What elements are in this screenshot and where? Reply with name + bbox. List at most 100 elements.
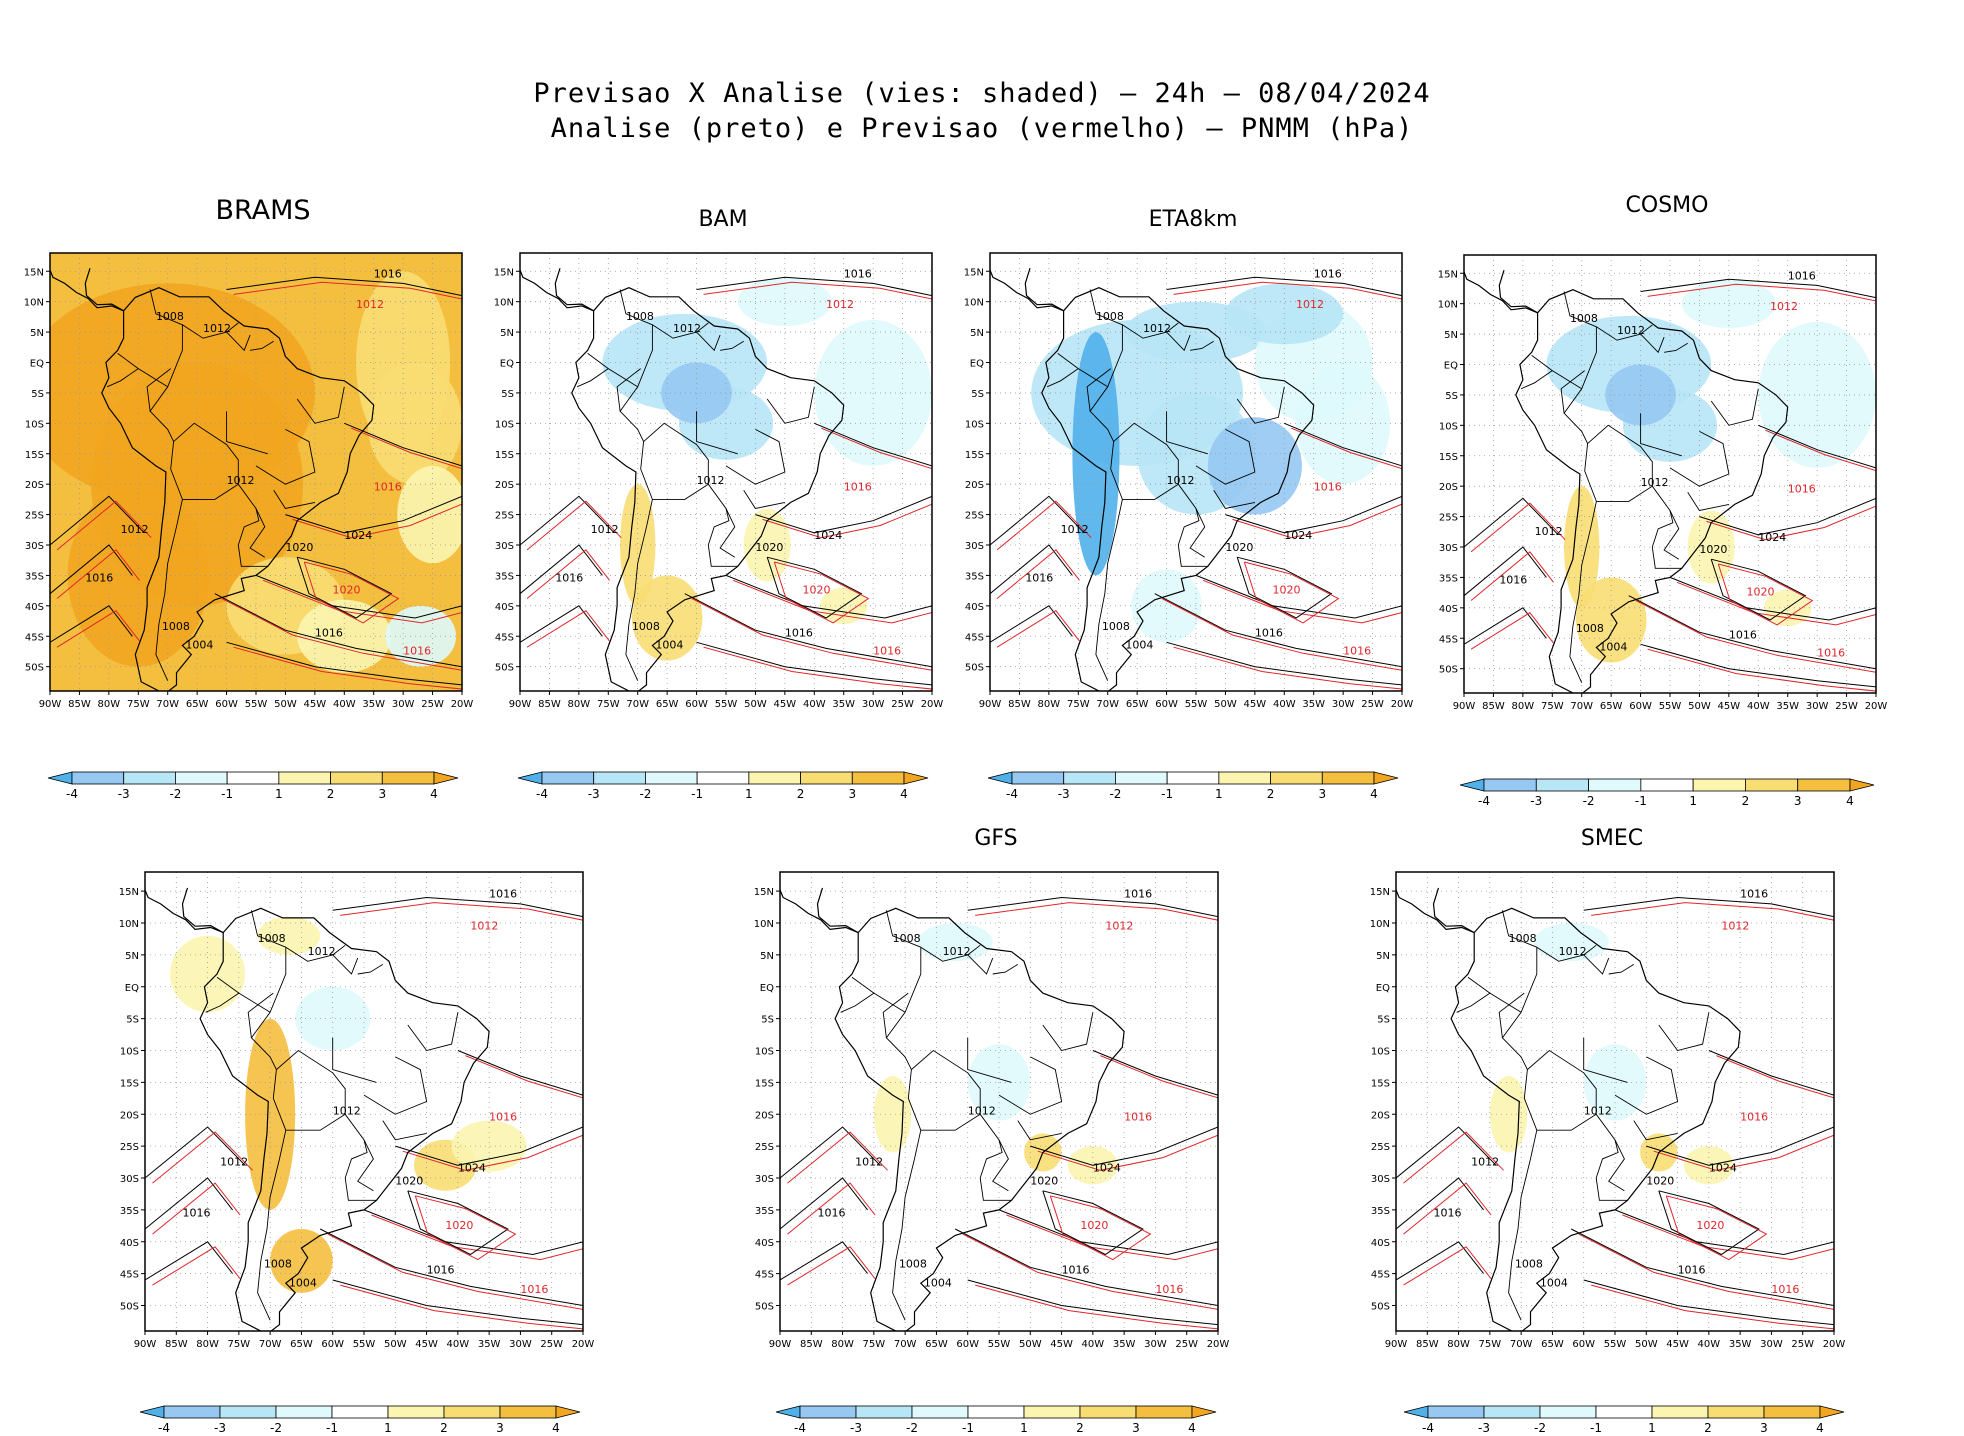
country-border [149, 386, 175, 442]
isobar-label: 1016 [1788, 269, 1816, 282]
colorbar-box [1427, 1405, 1485, 1419]
isobar-label: 1012 [697, 474, 725, 487]
coastline [1024, 268, 1064, 312]
analysis-isobar [1669, 576, 1876, 621]
colorbar-box [163, 1405, 221, 1419]
colorbar-label: -1 [221, 787, 233, 801]
country-border [1536, 944, 1597, 962]
coastline [1396, 889, 1475, 934]
lon-label: 80W [196, 1339, 219, 1350]
lat-label: 15N [964, 267, 984, 278]
lat-label: 5N [500, 328, 514, 339]
forecast-isobar [1232, 503, 1402, 539]
forecast-isobar [787, 1182, 876, 1235]
country-border [155, 441, 183, 681]
country-border [146, 368, 171, 412]
coastline [571, 287, 845, 691]
analysis-isobar [296, 556, 393, 619]
lon-label: 20W [572, 1339, 595, 1350]
lon-label: 85W [538, 699, 561, 710]
country-border [1166, 411, 1208, 455]
lon-label: 40W [1273, 699, 1296, 710]
isobar-label: 1020 [1747, 586, 1775, 599]
forecast-isobar [762, 503, 932, 539]
lat-label: 15S [965, 450, 984, 461]
map-gfs: 1016 1012 1012 1020 1024 1016 1020 1016 1016 1008… [754, 871, 1229, 1350]
forecast-isobar [152, 1131, 253, 1184]
analysis-isobar [725, 574, 932, 619]
isobar-label: 1016 [1434, 1206, 1462, 1219]
lat-label: 5N [30, 328, 44, 339]
isobar-label: 1020 [803, 584, 831, 597]
lat-label: 30S [120, 1174, 139, 1185]
lat-label: 35S [1439, 573, 1458, 584]
bias-shade [1131, 569, 1202, 643]
country-border [967, 954, 994, 975]
lat-label: 15S [120, 1078, 139, 1089]
lat-label: 50S [495, 663, 514, 674]
country-border [285, 944, 346, 962]
country-border [998, 1056, 1063, 1115]
colorbar-label: 3 [378, 787, 386, 801]
lat-label: 50S [1371, 1302, 1390, 1313]
coastline [554, 268, 594, 312]
lat-label: 5S [761, 1015, 774, 1026]
isobar-label: 1016 [1124, 1111, 1152, 1124]
lon-label: 45W [1244, 699, 1267, 710]
bias-shade [257, 916, 321, 955]
country-border [1190, 340, 1214, 351]
lon-label: 35W [1113, 1339, 1136, 1350]
lat-label: 5S [501, 389, 514, 400]
lon-label: 40W [803, 699, 826, 710]
forecast-isobar [1161, 598, 1402, 671]
forecast-isobar [996, 500, 1092, 551]
analysis-isobar [520, 605, 603, 643]
lat-label: 20S [1439, 482, 1458, 493]
isobar-label: 1016 [315, 626, 343, 639]
panel-title-eta8km: ETA8km [1148, 207, 1238, 232]
coastline [834, 907, 1125, 1331]
analysis-isobar [1030, 1126, 1218, 1166]
country-border [1614, 1056, 1679, 1115]
colorbar-box [1745, 778, 1799, 792]
colorbar-box [219, 1405, 277, 1419]
country-border [1608, 964, 1635, 975]
lon-label: 80W [568, 699, 591, 710]
colorbar-label: -4 [158, 1421, 170, 1435]
bias-shade [295, 986, 371, 1051]
isobar-label: 1016 [1678, 1264, 1706, 1277]
lon-label: 50W [1635, 1339, 1658, 1350]
colorbar-label: 3 [496, 1421, 504, 1435]
analysis-isobar [145, 1126, 246, 1179]
lat-label: 5N [970, 328, 984, 339]
colorbar-box [1651, 1405, 1709, 1419]
isobar-label: 1012 [1471, 1155, 1499, 1168]
isobar-label: 1016 [1788, 482, 1816, 495]
analysis-isobar [363, 1209, 583, 1256]
isobar-label: 1024 [1758, 531, 1786, 544]
lat-label: 50S [755, 1302, 774, 1313]
panel-title-smec: SMEC [1580, 826, 1644, 851]
analysis-isobar [1225, 495, 1402, 534]
bias-shade [1605, 364, 1676, 426]
isobar-label: 1024 [344, 529, 372, 542]
colorbar-box [1063, 771, 1116, 785]
lon-label: 25W [1361, 699, 1384, 710]
isobar-label: 1012 [1143, 322, 1171, 335]
analysis-isobar [1699, 497, 1876, 536]
lat-label: 30S [1371, 1174, 1390, 1185]
lat-label: 10N [1370, 919, 1390, 930]
forecast-isobar [1403, 1246, 1492, 1286]
lon-label: 30W [862, 699, 885, 710]
coastline [50, 269, 124, 312]
isobar-label: 1016 [1155, 1283, 1183, 1296]
country-border [1664, 342, 1688, 353]
lon-label: 45W [774, 699, 797, 710]
analysis-isobar [395, 1126, 583, 1166]
colorbar-label: -1 [1161, 787, 1173, 801]
country-border [249, 508, 266, 558]
forecast-isobar [526, 549, 610, 599]
lon-label: 90W [39, 699, 62, 710]
colorbar-box [1595, 1405, 1653, 1419]
colorbar-box [911, 1405, 969, 1419]
